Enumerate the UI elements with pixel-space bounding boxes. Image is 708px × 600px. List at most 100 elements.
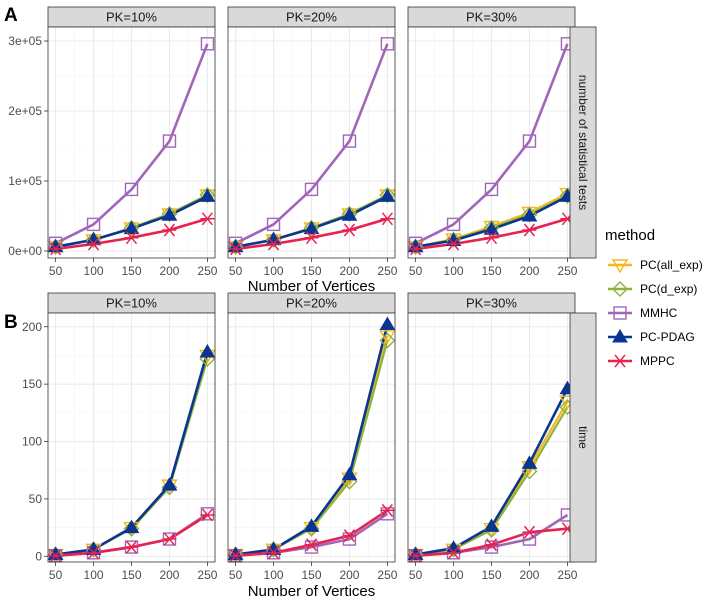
data-point-mppc <box>446 546 461 560</box>
data-point-mppc <box>200 212 215 226</box>
data-point-mmhc <box>200 37 215 51</box>
x-tick-label: 150 <box>481 264 501 278</box>
x-tick-label: 50 <box>49 264 63 278</box>
data-point-mmhc <box>380 507 395 521</box>
data-point-pc-d-exp <box>161 205 178 222</box>
data-point-mppc <box>380 503 395 517</box>
data-point-mppc <box>228 242 243 256</box>
data-point-mppc <box>380 212 395 226</box>
row-strip-label: number of statistical tests <box>576 75 590 210</box>
facet-strip-label: PK=10% <box>106 10 157 25</box>
series-line-mmhc <box>415 43 569 245</box>
data-point-pc-pdag <box>303 220 320 235</box>
x-tick-label: 50 <box>229 264 243 278</box>
data-point-mmhc <box>200 507 215 521</box>
data-point-pc-pdag <box>521 455 538 469</box>
data-point-mppc <box>522 525 537 539</box>
panel-b: B PK=10% 50 100 150 200 250 0 50 100 150 200 PK=20% 5… <box>4 292 597 600</box>
legend-label: PC(d_exp) <box>640 282 697 296</box>
legend-key-marker <box>612 281 628 297</box>
x-tick-label: 150 <box>121 568 141 582</box>
data-point-pc-d-exp <box>341 205 358 222</box>
facet-pk-30: PK=30% 50 100 150 200 250 <box>407 292 578 582</box>
data-point-mmhc <box>342 532 357 546</box>
data-point-pc-d-exp <box>161 479 178 496</box>
x-tick-label: 100 <box>264 264 284 278</box>
x-tick-label: 250 <box>557 568 577 582</box>
facet-strip-label: PK=20% <box>286 296 337 311</box>
data-point-mppc <box>228 549 243 563</box>
data-point-mmhc <box>342 134 357 148</box>
facet-strip-label: PK=30% <box>466 10 517 25</box>
data-point-pc-pdag <box>483 518 500 532</box>
x-tick-label: 200 <box>519 568 539 582</box>
data-point-mppc <box>48 242 63 256</box>
data-point-mppc <box>408 549 423 563</box>
data-point-mppc <box>162 223 177 237</box>
data-point-pc-d-exp <box>379 187 396 203</box>
data-point-pc-pdag <box>199 344 216 358</box>
x-tick-label: 50 <box>229 568 243 582</box>
data-point-mmhc <box>162 134 177 148</box>
data-point-pc-pdag <box>407 546 424 561</box>
legend-title: method <box>605 227 655 244</box>
data-point-pc-d-exp <box>521 206 538 223</box>
legend-label: MMHC <box>640 306 678 320</box>
facet-strip-label: PK=10% <box>106 296 157 311</box>
data-point-mmhc <box>304 540 319 554</box>
x-tick-label: 250 <box>197 568 217 582</box>
x-tick-label: 150 <box>301 568 321 582</box>
series-line-mmhc <box>55 43 209 245</box>
data-point-pc-pdag <box>303 518 320 532</box>
legend-item-pc-pdag: PC-PDAG <box>608 329 695 344</box>
y-tick-label: 1e+05 <box>8 174 42 188</box>
data-point-mmhc <box>86 217 101 232</box>
data-point-mppc <box>266 546 281 560</box>
y-tick-label: 3e+05 <box>8 34 42 48</box>
x-tick-label: 100 <box>84 264 104 278</box>
facet-pk-10: PK=10% 50 100 150 200 250 0e+00 1e+05 2e+05 3e+05 <box>8 6 218 278</box>
data-point-pc-d-exp <box>445 231 462 248</box>
y-tick-label: 100 <box>22 435 42 449</box>
facet-pk-10: PK=10% 50 100 150 200 250 0 50 100 150 200 <box>22 292 218 582</box>
data-point-pc-d-exp <box>85 231 102 248</box>
data-point-pc-pdag <box>379 316 396 330</box>
data-point-pc-pdag <box>483 221 500 235</box>
legend-key-marker <box>613 354 627 368</box>
row-strip-label: time <box>576 426 590 449</box>
data-point-mppc <box>86 237 101 251</box>
x-tick-label: 200 <box>339 264 359 278</box>
data-point-pc-pdag <box>123 220 140 235</box>
x-tick-label: 50 <box>409 568 423 582</box>
data-point-pc-pdag <box>227 546 244 561</box>
data-point-mppc <box>200 508 215 522</box>
data-point-pc-d-exp <box>521 463 538 480</box>
data-point-pc-pdag <box>521 208 538 222</box>
facet-strip-label: PK=20% <box>286 10 337 25</box>
x-tick-label: 150 <box>301 264 321 278</box>
x-tick-label: 250 <box>377 568 397 582</box>
x-tick-label: 200 <box>159 264 179 278</box>
legend-key-marker <box>613 306 627 320</box>
data-point-mppc <box>342 223 357 237</box>
data-point-pc-d-exp <box>303 520 320 537</box>
data-point-mppc <box>124 540 139 554</box>
facet-strip-label: PK=30% <box>466 296 517 311</box>
y-tick-label: 50 <box>29 492 43 506</box>
x-axis-label: Number of Vertices <box>248 278 376 295</box>
legend-item-pc-d-exp: PC(d_exp) <box>608 281 697 297</box>
data-point-mppc <box>484 538 499 552</box>
data-point-mppc <box>408 242 423 256</box>
legend-label: MPPC <box>640 354 675 368</box>
x-axis-label: Number of Vertices <box>248 583 376 600</box>
row-strip <box>569 312 597 563</box>
data-point-pc-pdag <box>161 477 178 491</box>
data-point-mmhc <box>446 217 461 232</box>
data-point-pc-d-exp <box>123 520 140 537</box>
x-tick-label: 100 <box>444 568 464 582</box>
data-point-mppc <box>484 231 499 245</box>
y-tick-label: 200 <box>22 320 42 334</box>
facet-pk-20: PK=20% 50 100 150 200 250 <box>227 292 398 582</box>
data-point-pc-pdag <box>123 519 140 534</box>
